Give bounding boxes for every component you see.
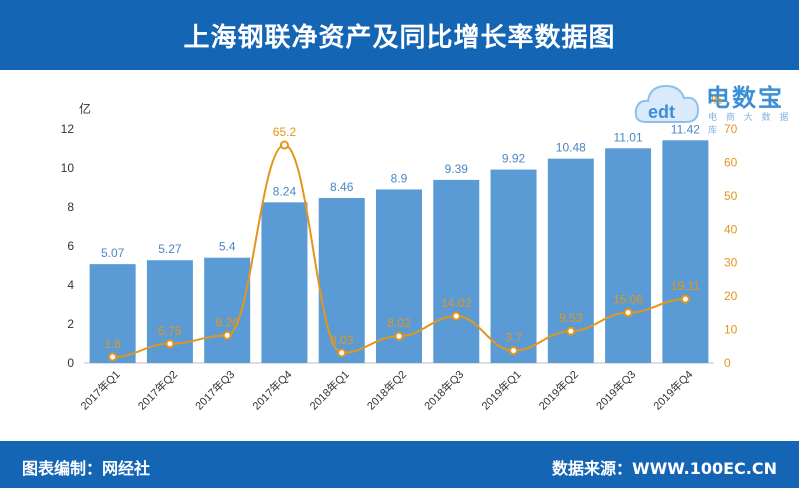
footer-source-credit: 图表编制：网经社 [22,459,151,478]
y-left-tick-label: 12 [61,122,75,136]
footer-data-source: 数据来源：WWW.100EC.CN [551,459,777,478]
bar [490,169,537,363]
bar-value-label: 8.9 [391,171,408,185]
x-tick-label: 2017年Q1 [77,367,122,412]
logo-mark: edt [648,102,675,122]
x-tick-label: 2018年Q1 [306,367,351,412]
bar-value-label: 11.01 [614,130,643,144]
y-right-tick-label: 30 [724,256,738,270]
bar-value-label: 5.27 [158,242,182,256]
header-bar: 上海钢联净资产及同比增长率数据图 [0,0,799,70]
bar-value-label: 8.46 [330,180,354,194]
line-value-label: 8.02 [387,316,411,330]
line-point [566,326,576,336]
bar-value-label: 5.07 [101,246,125,260]
line-value-label: 9.53 [559,311,583,325]
line-value-label: 19.11 [671,279,700,293]
y-left-tick-label: 4 [67,278,74,292]
y-left-tick-label: 8 [67,200,74,214]
line-value-label: 3.7 [505,331,522,345]
x-tick-label: 2019年Q2 [536,367,581,412]
line-value-label: 14.02 [441,296,471,310]
bar [261,202,308,363]
y-right-tick-label: 40 [724,222,738,236]
y-left-tick-label: 2 [67,317,74,331]
line-value-label: 8.26 [216,315,240,329]
line-point [165,339,175,349]
footer-bar: 图表编制：网经社 数据来源：WWW.100EC.CN [0,441,799,488]
x-tick-label: 2017年Q4 [249,367,294,412]
line-value-label: 5.75 [158,324,182,338]
bar-value-label: 8.24 [273,184,297,198]
x-tick-label: 2019年Q3 [593,367,638,412]
y-right-tick-label: 0 [724,356,731,370]
line-point [222,330,232,340]
line-point [623,308,633,318]
x-tick-label: 2018年Q2 [364,367,409,412]
bar-value-label: 5.4 [219,240,236,254]
line-value-label: 15.06 [613,293,643,307]
bar [433,179,480,363]
x-tick-label: 2017年Q3 [192,367,237,412]
logo-name: 电数宝 [706,84,784,112]
y-right-tick-label: 70 [724,122,738,136]
y-left-tick-label: 6 [67,239,74,253]
x-tick-label: 2018年Q3 [421,367,466,412]
line-point [337,348,347,358]
bar [89,264,136,363]
bar-value-label: 9.92 [502,152,526,166]
x-tick-label: 2019年Q1 [478,367,523,412]
bar [204,257,251,363]
line-point [394,331,404,341]
line-value-label: 3.03 [330,333,354,347]
brand-logo: edt 电数宝 电 商 大 数 据 库 [632,74,792,136]
bar [662,140,709,363]
bar [605,148,652,363]
line-point [279,140,289,150]
y-right-tick-label: 20 [724,289,738,303]
y-right-unit-label: % [712,93,723,107]
bar [318,198,365,363]
line-point [680,294,690,304]
bar-value-label: 9.39 [445,162,469,176]
y-right-tick-label: 10 [724,323,738,337]
chart-title: 上海钢联净资产及同比增长率数据图 [183,22,616,53]
y-left-tick-label: 10 [61,161,75,175]
cloud-logo-icon: edt [634,84,700,123]
x-tick-label: 2017年Q2 [135,367,180,412]
y-right-tick-label: 60 [724,155,738,169]
line-value-label: 1.8 [104,337,121,351]
line-value-label: 65.2 [273,125,297,139]
x-tick-label: 2019年Q4 [650,367,695,412]
logo-subtitle: 电 商 大 数 据 库 [708,113,792,136]
line-point [509,346,519,356]
y-right-tick-label: 50 [724,189,738,203]
y-left-unit-label: 亿 [79,101,91,116]
y-left-tick-label: 0 [67,356,74,370]
bar-value-label: 10.48 [556,141,586,155]
line-point [451,311,461,321]
bar-value-label: 11.42 [671,122,700,136]
line-point [108,352,118,362]
